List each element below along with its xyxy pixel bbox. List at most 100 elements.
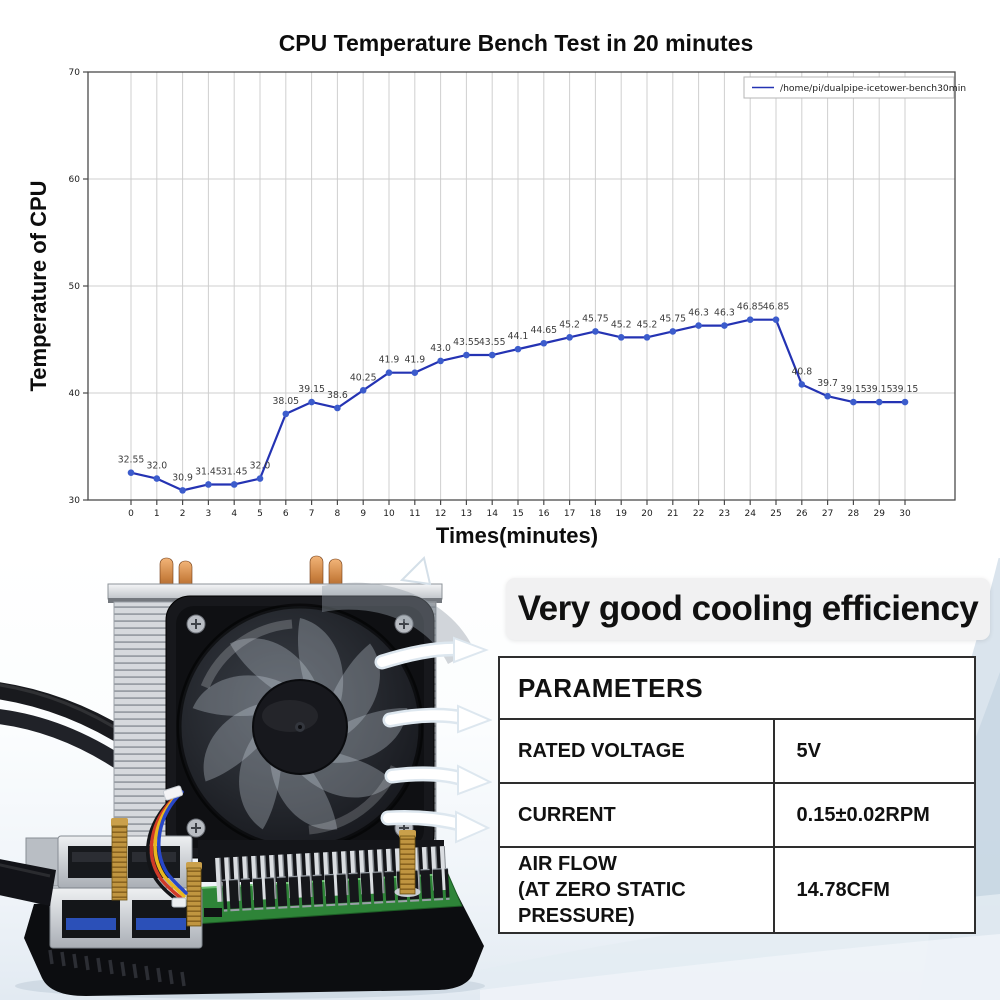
- svg-text:45.2: 45.2: [611, 319, 632, 330]
- svg-text:46.85: 46.85: [737, 302, 764, 313]
- svg-text:28: 28: [848, 509, 860, 519]
- chart-gridlines: [88, 72, 955, 500]
- parameters-table: PARAMETERS RATED VOLTAGE 5V CURRENT 0.15…: [498, 656, 976, 934]
- svg-text:18: 18: [590, 509, 602, 519]
- svg-text:45.75: 45.75: [659, 313, 686, 324]
- headline-text: Very good cooling efficiency: [517, 589, 979, 628]
- svg-text:26: 26: [796, 509, 808, 519]
- svg-text:43.55: 43.55: [479, 337, 506, 348]
- svg-text:41.9: 41.9: [379, 355, 400, 366]
- svg-text:21: 21: [667, 509, 678, 519]
- svg-text:44.65: 44.65: [530, 325, 557, 336]
- svg-text:25: 25: [770, 509, 781, 519]
- svg-text:8: 8: [335, 509, 341, 519]
- airflow-arrows: [374, 636, 492, 844]
- svg-text:40.8: 40.8: [791, 366, 812, 377]
- svg-text:70: 70: [69, 68, 81, 78]
- svg-text:39.15: 39.15: [866, 384, 893, 395]
- svg-text:14: 14: [486, 509, 498, 519]
- svg-text:44.1: 44.1: [508, 331, 529, 342]
- svg-text:19: 19: [615, 509, 627, 519]
- usb-cable: [0, 859, 56, 906]
- svg-text:43.0: 43.0: [430, 343, 451, 354]
- svg-text:13: 13: [461, 509, 472, 519]
- svg-text:23: 23: [719, 509, 730, 519]
- svg-text:50: 50: [69, 282, 81, 292]
- svg-text:12: 12: [435, 509, 446, 519]
- svg-text:31.45: 31.45: [195, 466, 222, 477]
- svg-text:16: 16: [538, 509, 550, 519]
- case-vent-slots: [48, 949, 186, 987]
- svg-text:15: 15: [512, 509, 523, 519]
- svg-text:27: 27: [822, 509, 833, 519]
- svg-text:45.2: 45.2: [559, 319, 580, 330]
- cpu-temperature-chart: 30 40 50 60 70 0 1 2 3 4 5 6 7 8 9 10 11 12 13 14 15 16 17 18 19…: [26, 30, 967, 548]
- svg-text:17: 17: [564, 509, 575, 519]
- chart-series-markers: [127, 316, 909, 494]
- parameters-table-header: PARAMETERS: [500, 658, 974, 720]
- svg-text:32.0: 32.0: [250, 461, 271, 472]
- table-row: AIR FLOW (AT ZERO STATIC PRESSURE) 14.78…: [500, 846, 974, 932]
- svg-text:32.0: 32.0: [146, 461, 167, 472]
- chart-legend-label: /home/pi/dualpipe-icetower-bench30min: [780, 83, 966, 94]
- row-value-current: 0.15±0.02RPM: [772, 784, 974, 846]
- svg-text:30.9: 30.9: [172, 472, 193, 483]
- chart-y-axis-label: Temperature of CPU: [26, 180, 51, 391]
- svg-text:3: 3: [206, 509, 212, 519]
- svg-text:32.55: 32.55: [118, 455, 145, 466]
- svg-text:10: 10: [383, 509, 395, 519]
- chart-legend: /home/pi/dualpipe-icetower-bench30min: [743, 76, 966, 99]
- svg-text:1: 1: [154, 509, 160, 519]
- row-label-rated-voltage: RATED VOLTAGE: [518, 740, 685, 762]
- fan-power-wires: [145, 785, 188, 908]
- svg-text:60: 60: [69, 175, 81, 185]
- row-label-current: CURRENT: [518, 804, 616, 826]
- svg-text:5: 5: [257, 509, 263, 519]
- svg-text:22: 22: [693, 509, 704, 519]
- svg-text:6: 6: [283, 509, 289, 519]
- svg-text:39.15: 39.15: [298, 384, 325, 395]
- svg-text:9: 9: [360, 509, 366, 519]
- svg-text:20: 20: [641, 509, 653, 519]
- svg-text:40.25: 40.25: [350, 372, 377, 383]
- product-photo-ice-tower-cooler: [0, 555, 492, 999]
- cooling-fan: [165, 595, 435, 859]
- table-row: CURRENT 0.15±0.02RPM: [500, 782, 974, 846]
- svg-text:39.15: 39.15: [840, 384, 867, 395]
- row-value-air-flow: 14.78CFM: [772, 848, 974, 932]
- svg-text:46.85: 46.85: [763, 302, 790, 313]
- headline-card: Very good cooling efficiency: [506, 578, 990, 640]
- svg-text:40: 40: [69, 389, 81, 399]
- fan-hub: [252, 679, 348, 775]
- row-label-air-flow: AIR FLOW (AT ZERO STATIC PRESSURE): [518, 853, 686, 927]
- svg-text:39.15: 39.15: [892, 384, 919, 395]
- chart-title: CPU Temperature Bench Test in 20 minutes: [279, 30, 754, 56]
- table-row: RATED VOLTAGE 5V: [500, 720, 974, 782]
- svg-text:0: 0: [128, 509, 134, 519]
- svg-text:7: 7: [309, 509, 315, 519]
- svg-text:45.75: 45.75: [582, 313, 609, 324]
- gpio-headers: [222, 867, 450, 912]
- svg-text:45.2: 45.2: [637, 319, 658, 330]
- svg-text:43.55: 43.55: [453, 337, 480, 348]
- svg-text:2: 2: [180, 509, 186, 519]
- svg-text:46.3: 46.3: [714, 308, 735, 319]
- svg-text:46.3: 46.3: [688, 308, 709, 319]
- svg-text:4: 4: [231, 509, 237, 519]
- brass-standoffs: [111, 818, 421, 927]
- svg-text:29: 29: [873, 509, 885, 519]
- svg-text:31.45: 31.45: [221, 466, 248, 477]
- chart-x-axis-label: Times(minutes): [436, 523, 598, 548]
- svg-text:30: 30: [69, 496, 81, 506]
- svg-text:39.7: 39.7: [817, 378, 838, 389]
- svg-text:11: 11: [409, 509, 420, 519]
- svg-text:38.6: 38.6: [327, 390, 348, 401]
- svg-text:30: 30: [899, 509, 911, 519]
- svg-text:24: 24: [744, 509, 756, 519]
- svg-text:41.9: 41.9: [404, 355, 425, 366]
- row-value-rated-voltage: 5V: [772, 720, 974, 782]
